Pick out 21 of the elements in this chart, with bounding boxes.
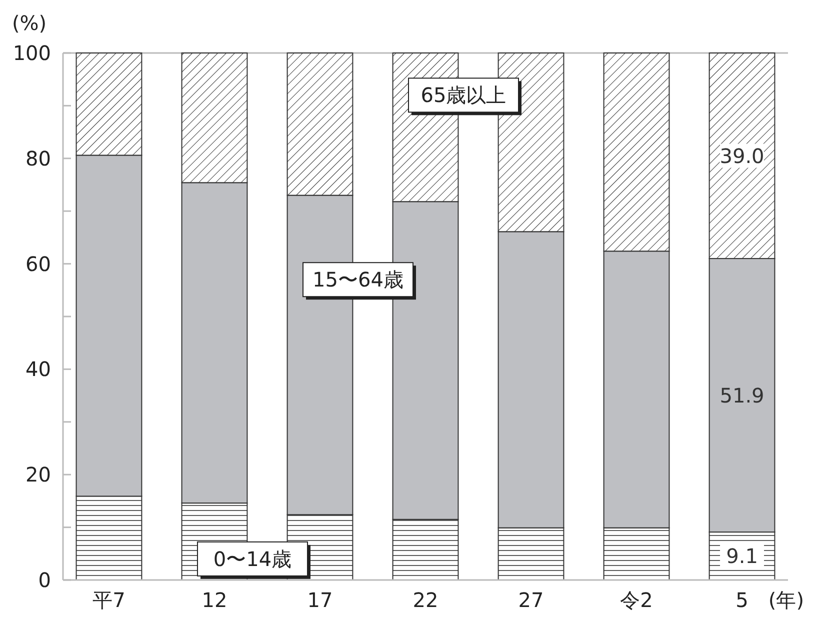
data-label: 51.9 [720, 383, 764, 408]
y-tick-label: 60 [26, 252, 51, 276]
x-tick-label: 27 [518, 588, 544, 612]
y-axis-title: (%) [12, 11, 47, 35]
y-tick-label: 0 [38, 568, 51, 592]
x-tick-label: 令2 [620, 588, 653, 612]
y-tick-label: 40 [26, 357, 51, 382]
x-tick-label: 平7 [92, 588, 126, 612]
x-tick-label: 22 [412, 588, 438, 612]
series-label: 0〜14歳 [213, 546, 292, 571]
x-tick-label: 12 [202, 588, 228, 612]
y-tick-label: 20 [26, 462, 51, 487]
series-label: 15〜64歳 [312, 268, 404, 292]
data-label: 9.1 [726, 544, 758, 568]
x-tick-label: 17 [307, 588, 333, 612]
x-axis-title: (年) [768, 588, 804, 612]
y-tick-label: 100 [12, 41, 51, 65]
series-label: 65歳以上 [420, 83, 506, 108]
data-label: 39.0 [720, 144, 764, 168]
y-tick-label: 80 [26, 146, 51, 170]
x-tick-label: 5 [736, 588, 748, 612]
